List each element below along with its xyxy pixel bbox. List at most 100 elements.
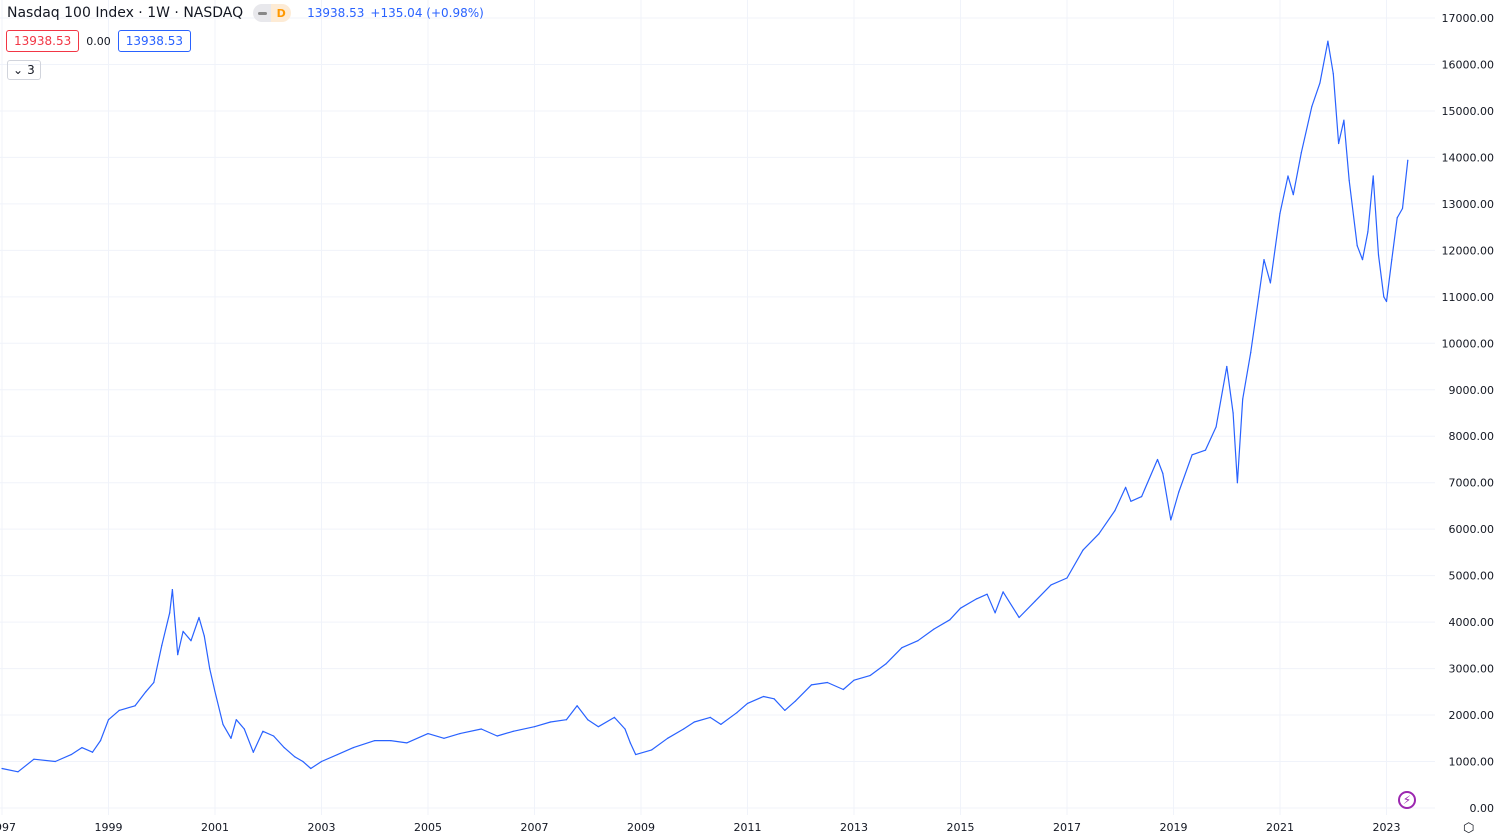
buy-button[interactable]: 13938.53: [117, 30, 192, 52]
price-point: [54, 760, 56, 763]
price-point: [949, 619, 951, 621]
price-point: [427, 733, 429, 735]
x-axis-tick-label: 2003: [308, 821, 336, 834]
y-axis-tick-label: 15000.00: [1442, 105, 1495, 118]
price-point: [986, 593, 988, 595]
price-point: [826, 681, 828, 684]
price-point: [683, 728, 685, 730]
price-point: [107, 719, 110, 721]
price-point: [235, 719, 237, 721]
price-point: [1348, 180, 1350, 182]
price-point: [512, 730, 514, 732]
price-series-line: [1, 40, 1409, 773]
y-axis-tick-label: 17000.00: [1442, 12, 1495, 25]
price-point: [1396, 217, 1398, 219]
price-point: [1337, 142, 1340, 145]
price-point: [153, 681, 155, 684]
settings-icon[interactable]: ⬡: [1463, 821, 1475, 836]
price-point: [773, 698, 775, 700]
minus-icon: [257, 11, 267, 15]
price-point: [169, 612, 171, 614]
price-point: [810, 684, 813, 686]
price-point: [635, 753, 637, 756]
price-point: [667, 737, 669, 739]
price-point: [1236, 482, 1238, 484]
price-point: [272, 735, 275, 737]
price-point: [320, 760, 323, 763]
price-point: [1311, 105, 1313, 107]
x-axis-tick-label: 2001: [201, 821, 229, 834]
x-axis-tick-label: 2011: [734, 821, 762, 834]
price-point: [134, 705, 136, 707]
price-point: [198, 616, 200, 619]
price-point: [1391, 259, 1393, 261]
price-point: [1377, 254, 1380, 256]
price-point: [885, 663, 887, 665]
price-point: [1361, 259, 1364, 261]
price-point: [352, 746, 355, 749]
lightning-icon[interactable]: ⚡: [1398, 791, 1416, 809]
price-point: [975, 598, 978, 600]
price-point: [994, 612, 996, 614]
price-point: [182, 630, 184, 633]
price-point: [1002, 591, 1004, 593]
last-price: 13938.53: [307, 6, 365, 20]
symbol-legend: Nasdaq 100 Index · 1W · NASDAQ D 13938.5…: [7, 4, 484, 22]
price-point: [302, 760, 304, 763]
price-point: [1356, 245, 1358, 247]
price-point: [1300, 152, 1302, 154]
price-point: [746, 702, 749, 705]
price-point: [549, 721, 552, 723]
y-axis-tick-label: 0.00: [1470, 802, 1495, 815]
x-axis-tick-label: 2019: [1160, 821, 1188, 834]
indicators-toggle-button[interactable]: ⌄ 3: [7, 60, 41, 80]
price-point: [1269, 282, 1272, 284]
price-point: [1156, 458, 1159, 461]
y-axis-tick-label: 2000.00: [1449, 709, 1495, 722]
price-point: [145, 691, 147, 693]
price-point: [203, 635, 205, 637]
x-axis-tick-label: 2013: [840, 821, 868, 834]
price-point: [81, 746, 83, 749]
y-axis-tick-label: 8000.00: [1449, 430, 1495, 443]
price-point: [1292, 193, 1294, 196]
price-point: [613, 716, 615, 718]
price-point: [33, 758, 35, 760]
price-point: [709, 716, 711, 718]
trade-buttons: 13938.53 0.00 13938.53: [6, 30, 192, 52]
price-point: [70, 753, 72, 756]
price-point: [1327, 40, 1329, 42]
y-axis-tick-label: 5000.00: [1449, 570, 1495, 583]
sell-button[interactable]: 13938.53: [6, 30, 80, 52]
price-point: [190, 640, 192, 642]
symbol-title[interactable]: Nasdaq 100 Index · 1W · NASDAQ: [7, 5, 244, 21]
price-point: [283, 746, 285, 749]
price-point: [336, 753, 339, 756]
price-point: [1124, 486, 1127, 488]
price-point: [374, 740, 376, 742]
price-point: [230, 737, 232, 739]
price-point: [597, 726, 600, 728]
price-point: [118, 709, 120, 712]
price-point: [91, 751, 94, 753]
y-axis-tick-label: 10000.00: [1442, 337, 1495, 350]
price-point: [1098, 533, 1100, 535]
price-point: [1018, 616, 1020, 619]
price-point: [853, 679, 855, 681]
x-axis-tick-label: 2005: [414, 821, 442, 834]
price-point: [736, 712, 738, 714]
x-axis-tick-label: 2021: [1266, 821, 1294, 834]
market-status-badge[interactable]: D: [253, 4, 292, 22]
price-point: [651, 749, 653, 751]
price-point: [1258, 296, 1260, 298]
price-point: [209, 667, 211, 670]
y-axis-tick-label: 9000.00: [1449, 384, 1495, 397]
price-point: [1178, 491, 1180, 493]
price-point: [762, 695, 765, 698]
price-point: [1204, 449, 1207, 451]
price-point: [243, 728, 245, 730]
price-point: [842, 688, 844, 691]
price-point: [1242, 398, 1244, 400]
price-point: [214, 691, 216, 693]
